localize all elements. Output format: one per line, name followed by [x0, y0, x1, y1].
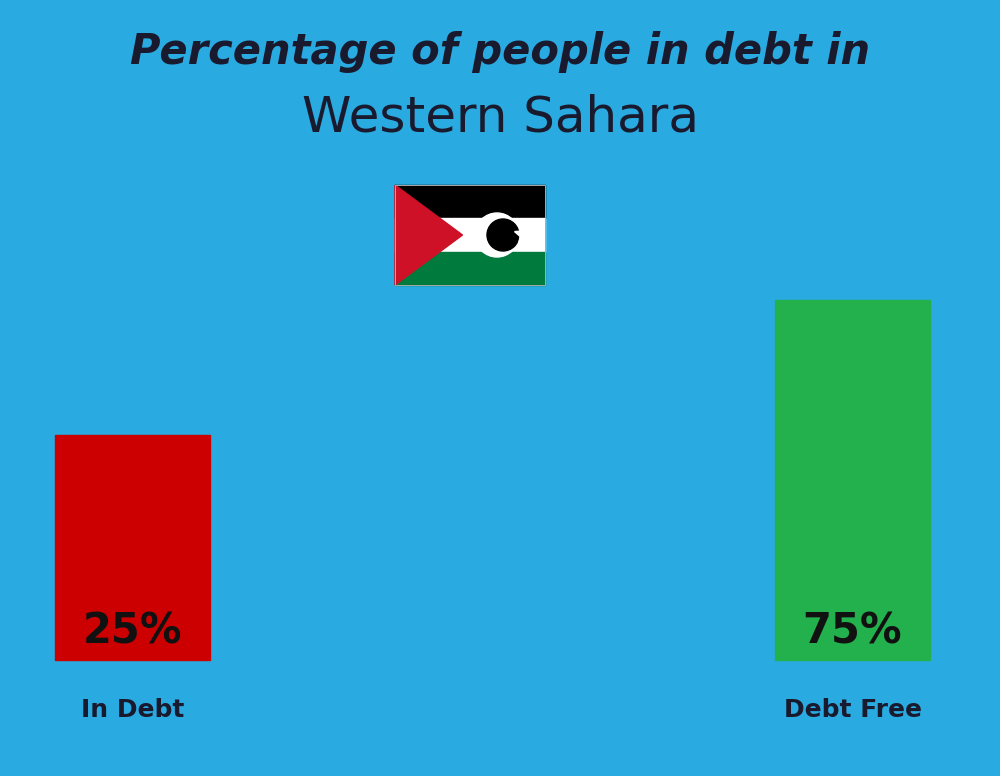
Text: Debt Free: Debt Free: [784, 698, 922, 722]
Text: 75%: 75%: [803, 611, 902, 653]
Bar: [395, 185, 545, 285]
Circle shape: [487, 219, 519, 251]
Bar: [55, 435, 210, 660]
Polygon shape: [515, 224, 535, 244]
Bar: [775, 300, 930, 660]
Text: 25%: 25%: [83, 611, 182, 653]
Bar: [395, 185, 545, 218]
Text: In Debt: In Debt: [81, 698, 184, 722]
Bar: [395, 218, 545, 251]
Polygon shape: [395, 185, 462, 285]
Text: Percentage of people in debt in: Percentage of people in debt in: [130, 31, 870, 73]
Bar: [395, 251, 545, 285]
Text: Western Sahara: Western Sahara: [302, 94, 698, 142]
Circle shape: [475, 213, 519, 257]
